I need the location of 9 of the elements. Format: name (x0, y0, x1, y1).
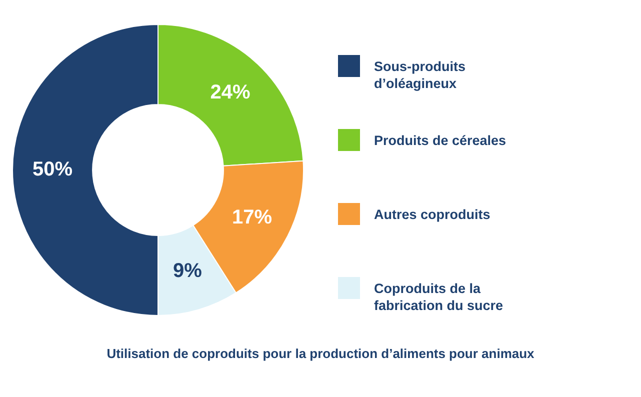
data-label: 24% (210, 82, 250, 104)
text: Utilisation de coproduits pour la production d’aliments pour animaux (106, 346, 536, 361)
legend-label: Sous-produits d’oléagineux (374, 58, 466, 92)
legend-label: Autres coproduits (374, 206, 492, 223)
legend-label: Coproduits de la fabrication du sucre (374, 280, 504, 314)
data-label: 17% (232, 206, 272, 228)
legend-label: Produits de céreales (374, 132, 508, 149)
data-label: 50% (32, 158, 73, 181)
data-label: 9% (172, 260, 202, 282)
